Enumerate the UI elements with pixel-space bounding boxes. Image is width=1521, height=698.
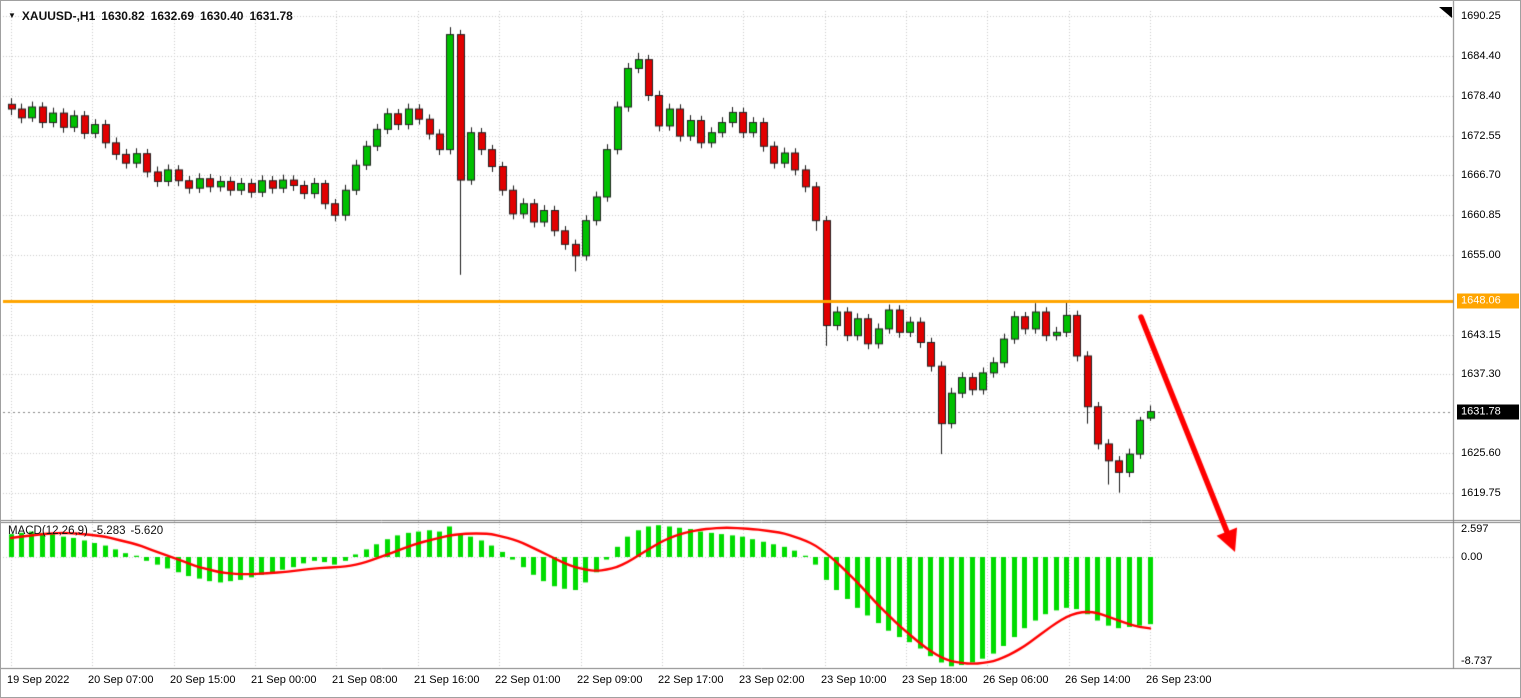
symbol-period-label: XAUUSD-,H1 — [21, 9, 96, 23]
price-axis-label: 1637.30 — [1461, 368, 1501, 381]
ohlc-open-value: 1630.82 — [101, 9, 145, 23]
price-axis-label: 1625.60 — [1461, 447, 1501, 460]
price-axis-label: 1672.55 — [1461, 129, 1501, 142]
price-axis-label: 1684.40 — [1461, 49, 1501, 62]
price-axis-label: 1643.15 — [1461, 328, 1501, 341]
time-axis-label: 22 Sep 01:00 — [495, 674, 561, 686]
time-axis-label: 23 Sep 02:00 — [739, 674, 805, 686]
macd-main-value: -5.283 — [92, 525, 126, 537]
time-axis-label: 23 Sep 18:00 — [902, 674, 968, 686]
macd-axis-label: 0.00 — [1461, 551, 1483, 563]
chart-title: ▼ XAUUSD-,H1 1630.82 1632.69 1630.40 163… — [8, 9, 293, 23]
price-axis-label: 1655.00 — [1461, 248, 1501, 261]
time-axis-label: 20 Sep 07:00 — [88, 674, 154, 686]
time-axis-label: 21 Sep 16:00 — [414, 674, 480, 686]
macd-axis-label: 2.597 — [1461, 523, 1489, 535]
last-price-badge: 1631.78 — [1457, 404, 1519, 420]
price-axis-label: 1690.25 — [1461, 10, 1501, 22]
time-axis-label: 26 Sep 06:00 — [983, 674, 1049, 686]
ohlc-close-value: 1631.78 — [249, 9, 293, 23]
time-axis-label: 23 Sep 10:00 — [821, 674, 887, 686]
symbol-marker-icon: ▼ — [8, 11, 16, 20]
macd-axis-label: -8.737 — [1461, 655, 1493, 667]
time-axis-label: 19 Sep 2022 — [7, 674, 70, 686]
ohlc-high-value: 1632.69 — [150, 9, 195, 23]
ohlc-low-value: 1630.40 — [200, 9, 244, 23]
time-axis-label: 22 Sep 09:00 — [577, 674, 643, 686]
time-axis-label: 20 Sep 15:00 — [170, 674, 236, 686]
time-axis-label: 26 Sep 23:00 — [1146, 674, 1212, 686]
hline-price-badge: 1648.06 — [1457, 293, 1519, 309]
macd-name-label: MACD(12,26,9) — [8, 525, 88, 537]
time-axis-label: 21 Sep 08:00 — [332, 674, 398, 686]
time-axis-label: 22 Sep 17:00 — [658, 674, 724, 686]
price-axis-label: 1678.40 — [1461, 90, 1501, 103]
macd-indicator-label: MACD(12,26,9) -5.283 -5.620 — [8, 525, 163, 537]
time-axis-label: 21 Sep 00:00 — [251, 674, 317, 686]
price-axis-label: 1619.75 — [1461, 487, 1501, 499]
price-axis-label: 1660.85 — [1461, 208, 1501, 221]
time-axis-label: 26 Sep 14:00 — [1065, 674, 1131, 686]
macd-signal-value: -5.620 — [130, 525, 164, 537]
price-axis-label: 1666.70 — [1461, 169, 1501, 182]
chart-shift-marker-icon[interactable] — [1439, 7, 1452, 18]
